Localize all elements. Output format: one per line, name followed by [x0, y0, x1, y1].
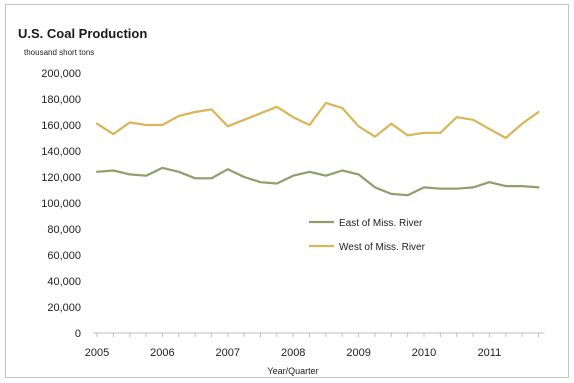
y-tick-label: 20,000 — [47, 302, 81, 314]
x-axis: 2005 2006 2007 2008 2009 2010 2011 — [85, 332, 545, 359]
line-chart: U.S. Coal Production thousand short tons… — [18, 26, 545, 376]
x-tick-label: 2007 — [216, 347, 240, 359]
x-tick-label: 2010 — [412, 347, 436, 359]
x-tick-label: 2008 — [281, 347, 305, 359]
series-line-east — [95, 166, 540, 197]
y-tick-label: 160,000 — [41, 120, 81, 132]
x-tick-label: 2011 — [478, 347, 502, 359]
legend: East of Miss. River West of Miss. River — [309, 218, 426, 253]
chart-title: U.S. Coal Production — [18, 26, 147, 41]
y-tick-label: 200,000 — [41, 68, 81, 80]
legend-label: East of Miss. River — [339, 218, 423, 229]
y-tick-label: 40,000 — [47, 276, 81, 288]
y-tick-label: 80,000 — [47, 224, 81, 236]
x-tick-label: 2005 — [85, 347, 109, 359]
y-axis: 0 20,000 40,000 60,000 80,000 100,000 120,000 1… — [41, 68, 81, 340]
y-tick-label: 60,000 — [47, 250, 81, 262]
y-tick-label: 120,000 — [41, 172, 81, 184]
y-tick-label: 180,000 — [41, 94, 81, 106]
legend-label: West of Miss. River — [339, 242, 426, 253]
series-line-west — [95, 101, 540, 140]
x-axis-label: Year/Quarter — [267, 366, 318, 376]
unit-label: thousand short tons — [24, 48, 94, 57]
y-tick-label: 140,000 — [41, 146, 81, 158]
chart-frame: U.S. Coal Production thousand short tons… — [5, 4, 569, 378]
y-tick-label: 100,000 — [41, 198, 81, 210]
series-layer — [95, 101, 540, 197]
y-tick-label: 0 — [75, 328, 81, 340]
x-tick-label: 2006 — [150, 347, 174, 359]
x-tick-label: 2009 — [346, 347, 370, 359]
